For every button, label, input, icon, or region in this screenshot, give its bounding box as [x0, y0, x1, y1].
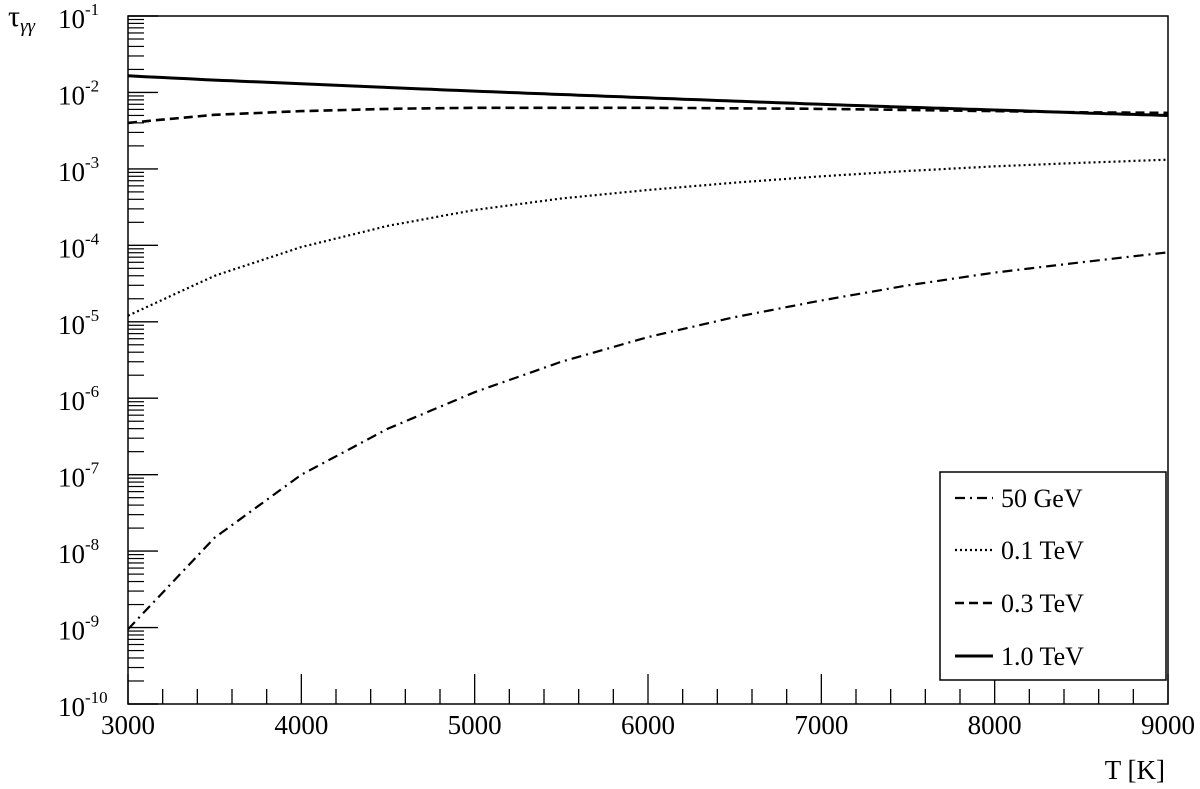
- x-ticks: [127, 674, 1169, 704]
- y-tick-label: 10-10: [58, 688, 108, 722]
- series-line: [127, 106, 1169, 125]
- y-tick-base: 10: [58, 233, 85, 263]
- y-tick-base: 10: [58, 310, 85, 340]
- x-tick-label: 5000: [448, 710, 502, 740]
- y-tick-exponent: -2: [85, 76, 99, 95]
- y-tick-exponent: -1: [85, 0, 99, 19]
- y-tick-label: 10-1: [58, 0, 99, 34]
- x-tick-label: 4000: [274, 710, 328, 740]
- y-tick-base: 10: [58, 539, 85, 569]
- y-axis-title: τγγ: [8, 0, 36, 37]
- series-line: [127, 74, 1169, 117]
- x-axis-title: T [K]: [1105, 755, 1165, 785]
- y-tick-base: 10: [58, 616, 85, 646]
- y-tick-base: 10: [58, 692, 85, 722]
- y-tick-label: 10-4: [58, 229, 100, 263]
- y-axis-title-main: τ: [8, 0, 20, 33]
- y-tick-label: 10-5: [58, 306, 99, 340]
- legend: 50 GeV 0.1 TeV 0.3 TeV 1.0 TeV: [939, 471, 1167, 681]
- x-tick-label: 9000: [1141, 710, 1195, 740]
- y-tick-label: 10-8: [58, 535, 99, 569]
- y-axis-title-sub: γγ: [20, 16, 35, 37]
- y-tick-label: 10-3: [58, 153, 99, 187]
- y-tick-label: 10-6: [58, 382, 99, 416]
- y-tick-exponent: -9: [85, 612, 99, 631]
- x-tick-label: 6000: [621, 710, 675, 740]
- y-tick-labels: 10-1010-910-810-710-610-510-410-310-210-…: [58, 0, 108, 722]
- y-tick-base: 10: [58, 80, 85, 110]
- y-tick-base: 10: [58, 463, 85, 493]
- y-tick-label: 10-9: [58, 612, 99, 646]
- series-line: [127, 158, 1169, 317]
- x-tick-labels: 3000 4000 5000 6000 7000 8000 9000: [101, 710, 1195, 740]
- x-tick-label: 7000: [794, 710, 848, 740]
- x-tick-label: 3000: [101, 710, 155, 740]
- series-curves: [127, 74, 1169, 631]
- y-tick-exponent: -7: [85, 459, 100, 478]
- y-tick-base: 10: [58, 386, 85, 416]
- x-tick-label: 8000: [968, 710, 1022, 740]
- legend-box: [939, 471, 1167, 681]
- y-tick-base: 10: [58, 4, 85, 34]
- legend-label: 1.0 TeV: [1001, 642, 1084, 671]
- legend-label: 0.1 TeV: [1001, 536, 1084, 565]
- y-tick-label: 10-2: [58, 76, 99, 110]
- legend-label: 0.3 TeV: [1001, 589, 1084, 618]
- y-tick-exponent: -3: [85, 153, 99, 172]
- y-tick-exponent: -10: [85, 688, 108, 707]
- y-minor-ticks: [128, 18, 144, 682]
- legend-label: 50 GeV: [1001, 484, 1083, 513]
- y-major-ticks: [128, 15, 158, 705]
- y-tick-exponent: -8: [85, 535, 99, 554]
- y-tick-base: 10: [58, 157, 85, 187]
- y-tick-exponent: -5: [85, 306, 99, 325]
- y-tick-label: 10-7: [58, 459, 100, 493]
- y-tick-exponent: -6: [85, 382, 99, 401]
- y-tick-exponent: -4: [85, 229, 100, 248]
